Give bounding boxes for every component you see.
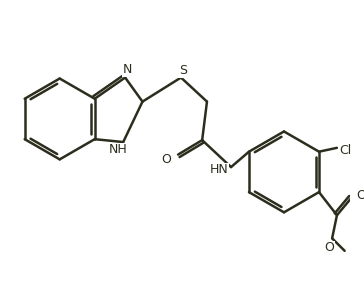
Text: S: S	[179, 64, 187, 77]
Text: NH: NH	[109, 143, 128, 156]
Text: O: O	[162, 153, 171, 166]
Text: Cl: Cl	[339, 144, 351, 157]
Text: O: O	[356, 189, 364, 201]
Text: HN: HN	[210, 164, 229, 177]
Text: O: O	[324, 241, 334, 255]
Text: N: N	[122, 63, 132, 76]
